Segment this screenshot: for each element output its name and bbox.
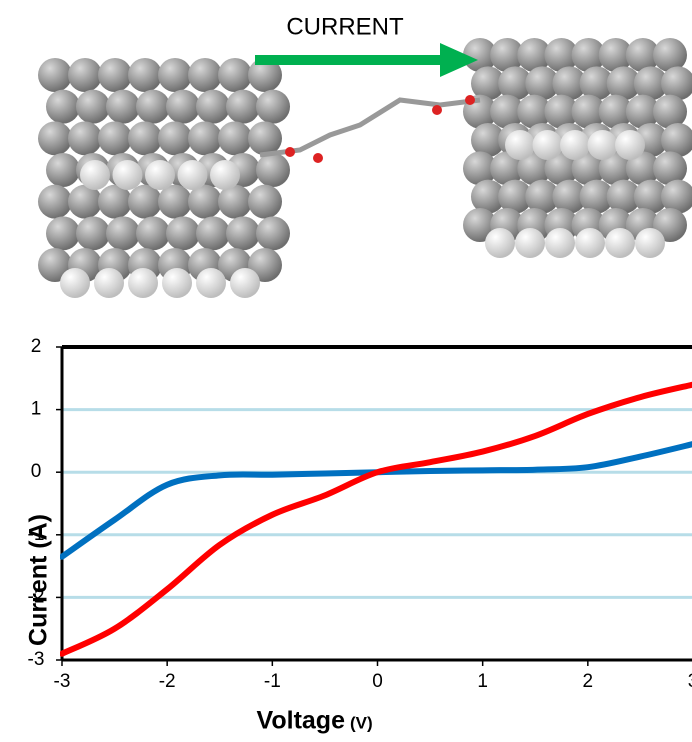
atom (588, 130, 618, 160)
x-tick-label: 0 (372, 671, 383, 692)
atom (218, 58, 252, 92)
atom (128, 58, 162, 92)
atom (98, 121, 132, 155)
atom (248, 121, 282, 155)
atom (188, 121, 222, 155)
atom (128, 121, 162, 155)
atom (575, 228, 605, 258)
atom (256, 90, 290, 124)
atom (196, 90, 230, 124)
atom (98, 58, 132, 92)
atom (166, 90, 200, 124)
atom (158, 185, 192, 219)
atom (145, 160, 175, 190)
atom (106, 216, 140, 250)
atom (68, 121, 102, 155)
chain (260, 100, 480, 155)
y-axis-label: Current (A) (25, 514, 53, 646)
x-tick-label: -2 (159, 671, 176, 692)
atom (226, 90, 260, 124)
atom (76, 216, 110, 250)
atom (188, 58, 222, 92)
x-axis-label: Voltage (257, 707, 346, 735)
atom (560, 130, 590, 160)
figure: CURRENT -3-2-1012-3-2-10123 Current (A) … (0, 0, 692, 742)
atom (432, 105, 442, 115)
atom (136, 216, 170, 250)
atom (60, 268, 90, 298)
atom (218, 121, 252, 155)
atom (285, 147, 295, 157)
atom (178, 160, 208, 190)
y-tick-label: 1 (31, 399, 42, 420)
atom (38, 185, 72, 219)
atom (106, 90, 140, 124)
atom (533, 130, 563, 160)
atom (46, 153, 80, 187)
x-axis-unit: (V) (350, 713, 373, 732)
atom (46, 216, 80, 250)
page: {"chart_data": {"type": "line", "annotat… (0, 0, 692, 742)
atom (465, 95, 475, 105)
atom (68, 58, 102, 92)
atom (46, 90, 80, 124)
atom (505, 130, 535, 160)
current-arrow (255, 43, 478, 77)
atom (196, 216, 230, 250)
atom (605, 228, 635, 258)
atom (158, 58, 192, 92)
x-tick-label: 1 (477, 671, 488, 692)
atom (210, 160, 240, 190)
series-line (62, 385, 692, 654)
atom (113, 160, 143, 190)
atom (136, 90, 170, 124)
atom (635, 228, 665, 258)
x-tick-label: 2 (583, 671, 594, 692)
atom (166, 216, 200, 250)
x-tick-label: 3 (688, 671, 692, 692)
current-annotation: CURRENT (286, 13, 404, 40)
atom (94, 268, 124, 298)
atom (515, 228, 545, 258)
atom (128, 268, 158, 298)
atom (38, 58, 72, 92)
series-line (62, 444, 692, 557)
atom (226, 216, 260, 250)
atom (158, 121, 192, 155)
atom (256, 216, 290, 250)
x-tick-label: -3 (54, 671, 71, 692)
atom (80, 160, 110, 190)
atom (256, 153, 290, 187)
atom (162, 268, 192, 298)
atom (545, 228, 575, 258)
atom (485, 228, 515, 258)
y-tick-label: 0 (31, 461, 42, 482)
atom (313, 153, 323, 163)
atom (248, 185, 282, 219)
molecule-illustration (38, 38, 692, 298)
x-tick-label: -1 (264, 671, 281, 692)
atom (76, 90, 110, 124)
atom (38, 121, 72, 155)
y-tick-label: -3 (28, 649, 45, 670)
atom (230, 268, 260, 298)
atom (128, 185, 162, 219)
atom (196, 268, 226, 298)
y-tick-label: 2 (31, 336, 42, 357)
atom (615, 130, 645, 160)
plot-lines (62, 385, 692, 654)
